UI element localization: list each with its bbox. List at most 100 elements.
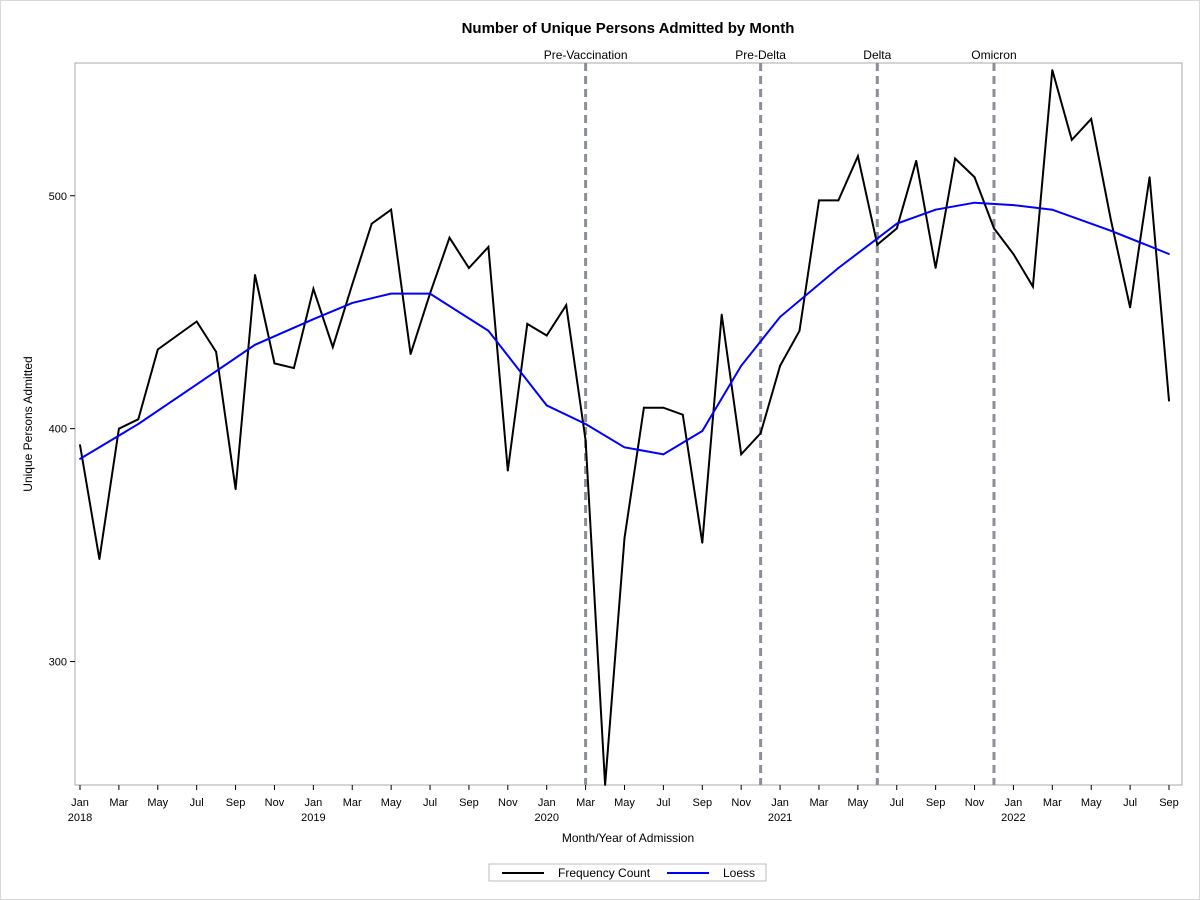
data-point xyxy=(137,423,140,425)
y-axis: 300 400 500 xyxy=(49,191,75,669)
data-point xyxy=(254,274,256,276)
data-point xyxy=(293,367,295,369)
x-tick-label: Jan xyxy=(71,797,89,809)
data-point xyxy=(1148,176,1151,179)
series-line xyxy=(79,69,1170,786)
x-tick-label: May xyxy=(847,797,868,809)
data-point xyxy=(195,320,198,323)
data-point xyxy=(934,208,937,211)
x-tick-label: Jan xyxy=(538,797,556,809)
data-point xyxy=(370,222,373,225)
x-tick-label: Jul xyxy=(656,797,670,809)
data-point xyxy=(701,541,704,544)
x-tick-label: Mar xyxy=(809,797,828,809)
data-point xyxy=(545,334,548,337)
data-point xyxy=(662,453,665,456)
phase-label: Pre-Delta xyxy=(735,48,786,62)
data-point xyxy=(273,362,276,365)
x-tick-label: May xyxy=(381,797,402,809)
data-point xyxy=(79,444,81,446)
data-point xyxy=(254,343,256,346)
x-year-label: 2021 xyxy=(768,812,792,824)
data-point xyxy=(895,222,898,225)
data-point xyxy=(79,458,81,460)
x-year-label: 2018 xyxy=(68,812,92,824)
data-point xyxy=(390,292,392,295)
legend: Frequency Count Loess xyxy=(488,863,767,882)
x-tick-label: Mar xyxy=(576,797,595,809)
data-point xyxy=(604,784,606,786)
data-point xyxy=(1012,253,1015,255)
x-tick-label: Jan xyxy=(1005,797,1023,809)
x-tick-label: Jul xyxy=(1123,797,1137,809)
x-tick-label: Mar xyxy=(1043,797,1062,809)
data-point xyxy=(1129,306,1131,309)
data-point xyxy=(1070,139,1073,141)
data-point xyxy=(623,537,626,539)
series-layer xyxy=(79,69,1170,786)
data-point xyxy=(429,292,431,295)
y-axis-label: Unique Persons Admitted xyxy=(21,356,35,491)
x-tick-label: Nov xyxy=(498,797,518,809)
x-tick-label: Jul xyxy=(890,797,904,809)
data-point xyxy=(779,316,781,318)
legend-label: Frequency Count xyxy=(558,866,651,880)
y-tick-label: 500 xyxy=(49,191,67,203)
data-point xyxy=(973,201,976,204)
plot-area xyxy=(74,62,1183,786)
data-point xyxy=(584,423,587,425)
data-point xyxy=(1109,218,1112,220)
data-point xyxy=(876,243,879,246)
data-point xyxy=(409,353,412,355)
data-point xyxy=(895,227,898,230)
data-point xyxy=(1090,118,1093,120)
y-tick-label: 400 xyxy=(49,424,67,436)
data-point xyxy=(1051,208,1054,211)
data-point xyxy=(118,427,120,430)
data-point xyxy=(740,453,743,456)
data-point xyxy=(779,364,781,367)
data-point xyxy=(98,558,101,560)
data-point xyxy=(973,176,976,179)
x-tick-label: Sep xyxy=(926,797,946,809)
data-point xyxy=(195,383,198,386)
x-tick-label: Sep xyxy=(1159,797,1179,809)
x-axis-label: Month/Year of Admission xyxy=(562,831,694,845)
phase-label: Pre-Vaccination xyxy=(544,48,628,62)
x-tick-label: Nov xyxy=(965,797,985,809)
data-point xyxy=(565,304,568,307)
data-point xyxy=(526,323,529,325)
data-point xyxy=(818,199,820,202)
data-point xyxy=(857,155,859,158)
data-point xyxy=(1168,253,1170,255)
data-point xyxy=(1109,229,1112,232)
x-tick-label: May xyxy=(147,797,168,809)
data-point xyxy=(837,267,840,269)
data-point xyxy=(798,329,801,332)
phase-label: Omicron xyxy=(971,48,1016,62)
x-tick-label: Sep xyxy=(459,797,479,809)
data-point xyxy=(487,246,490,248)
data-point xyxy=(681,413,684,416)
data-point xyxy=(934,267,937,269)
x-tick-label: Sep xyxy=(692,797,712,809)
data-point xyxy=(234,488,237,491)
data-point xyxy=(351,302,354,304)
data-point xyxy=(915,159,918,162)
data-point xyxy=(759,432,762,435)
x-tick-label: May xyxy=(1081,797,1102,809)
data-point xyxy=(137,418,140,421)
x-tick-label: Sep xyxy=(226,797,246,809)
data-point xyxy=(1032,285,1034,288)
data-point xyxy=(643,406,645,409)
y-tick-label: 300 xyxy=(49,657,67,669)
data-point xyxy=(993,227,995,230)
data-point xyxy=(448,236,451,239)
data-point xyxy=(506,469,509,472)
data-point xyxy=(662,406,665,409)
x-tick-label: Mar xyxy=(343,797,362,809)
x-tick-label: Jul xyxy=(423,797,437,809)
x-tick-label: May xyxy=(614,797,635,809)
data-point xyxy=(837,199,840,202)
